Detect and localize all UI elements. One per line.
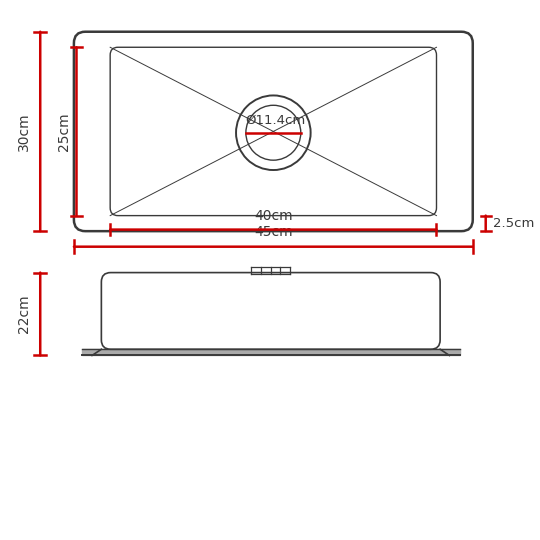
Text: 30cm: 30cm	[17, 112, 31, 151]
Text: 2.5cm: 2.5cm	[494, 217, 535, 230]
Text: 45cm: 45cm	[254, 225, 293, 239]
Text: 40cm: 40cm	[254, 210, 293, 224]
Text: 22cm: 22cm	[17, 295, 31, 333]
Text: 25cm: 25cm	[57, 112, 71, 151]
Text: Ø11.4cm: Ø11.4cm	[245, 113, 306, 126]
Polygon shape	[82, 349, 460, 355]
